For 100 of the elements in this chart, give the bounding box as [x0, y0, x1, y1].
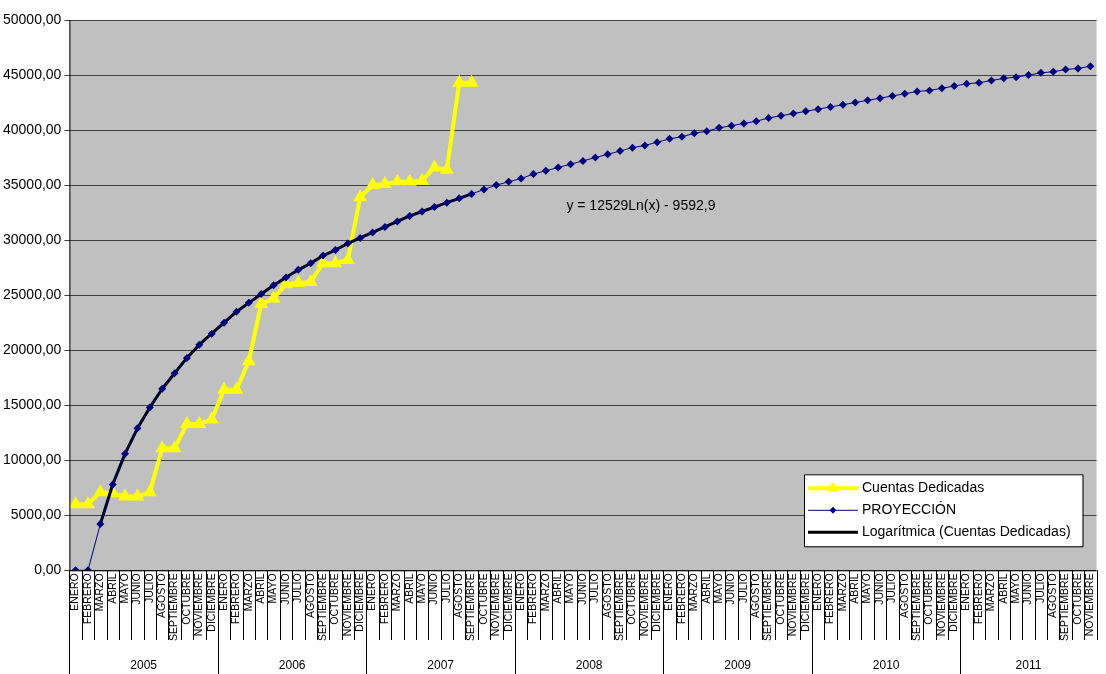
- x-tick-label: AGOSTO: [1046, 573, 1059, 619]
- legend-label: Logarítmica (Cuentas Dedicadas): [862, 523, 1071, 540]
- x-tick-label: FEBRERO: [377, 573, 390, 625]
- x-tick-label: MAYO: [860, 573, 873, 604]
- x-tick-label: NOVIEMBRE: [489, 573, 502, 637]
- x-tick-label: MAYO: [563, 573, 576, 604]
- x-tick-label: ENERO: [365, 573, 378, 611]
- x-tick-label: NOVIEMBRE: [1083, 573, 1096, 637]
- x-tick-label: OCTUBRE: [179, 573, 192, 625]
- x-tick-label: JULIO: [291, 573, 304, 604]
- x-tick-label: ENERO: [959, 573, 972, 611]
- x-tick-label: MARZO: [241, 573, 254, 612]
- x-tick-label: JULIO: [736, 573, 749, 604]
- y-tick-label: 40000,00: [2, 120, 62, 137]
- y-tick-label: 25000,00: [2, 286, 62, 303]
- y-tick-label: 5000,00: [10, 506, 62, 523]
- x-tick-label: ABRIL: [105, 573, 118, 604]
- x-tick-label: MAYO: [266, 573, 279, 604]
- text: 2008: [575, 658, 603, 672]
- x-tick-label: ABRIL: [848, 573, 861, 604]
- x-tick-label: MARZO: [93, 573, 106, 612]
- y-tick-label: 30000,00: [2, 230, 62, 247]
- x-tick-label: ABRIL: [402, 573, 415, 604]
- x-tick-label: MAYO: [414, 573, 427, 604]
- text: 2006: [278, 658, 306, 672]
- x-tick-label: MAYO: [1008, 573, 1021, 604]
- y-tick-label: 15000,00: [2, 396, 62, 413]
- x-tick-label: JULIO: [885, 573, 898, 604]
- x-tick-label: FEBRERO: [80, 573, 93, 625]
- x-tick-label: JUNIO: [278, 573, 291, 605]
- y-tick-label: 50000,00: [2, 10, 62, 27]
- text: 2007: [427, 658, 455, 672]
- x-tick-label: DICIEMBRE: [650, 573, 663, 632]
- y-tick-label: 10000,00: [2, 451, 62, 468]
- x-tick-label: NOVIEMBRE: [192, 573, 205, 637]
- x-tick-label: OCTUBRE: [625, 573, 638, 625]
- x-tick-label: SEPTIEMBRE: [1058, 573, 1071, 642]
- x-tick-label: SEPTIEMBRE: [315, 573, 328, 642]
- x-tick-label: AGOSTO: [897, 573, 910, 619]
- y-tick-label: 45000,00: [2, 65, 62, 82]
- x-tick-label: NOVIEMBRE: [637, 573, 650, 637]
- text: 2011: [1015, 658, 1042, 672]
- x-tick-label: SEPTIEMBRE: [909, 573, 922, 642]
- x-tick-label: ENERO: [513, 573, 526, 611]
- x-tick-label: FEBRERO: [971, 573, 984, 625]
- x-tick-label: MAYO: [117, 573, 130, 604]
- x-tick-label: SEPTIEMBRE: [761, 573, 774, 642]
- y-tick-label: 20000,00: [2, 341, 62, 358]
- x-tick-label: AGOSTO: [303, 573, 316, 619]
- x-tick-label: JULIO: [142, 573, 155, 604]
- legend-label: Cuentas Dedicadas: [862, 479, 985, 496]
- x-tick-label: JULIO: [588, 573, 601, 604]
- legend-label: PROYECCIÓN: [862, 501, 957, 518]
- x-tick-label: AGOSTO: [600, 573, 613, 619]
- text: 2010: [872, 658, 900, 672]
- text: 2005: [130, 658, 158, 672]
- x-tick-label: ENERO: [68, 573, 81, 611]
- x-tick-label: DICIEMBRE: [947, 573, 960, 632]
- x-tick-label: DICIEMBRE: [798, 573, 811, 632]
- x-tick-label: NOVIEMBRE: [340, 573, 353, 637]
- x-tick-label: OCTUBRE: [328, 573, 341, 625]
- x-tick-label: JULIO: [439, 573, 452, 604]
- x-tick-label: JUNIO: [130, 573, 143, 605]
- x-tick-label: JULIO: [1033, 573, 1046, 604]
- x-tick-label: JUNIO: [1021, 573, 1034, 605]
- x-tick-label: MARZO: [984, 573, 997, 612]
- x-tick-label: OCTUBRE: [1070, 573, 1083, 625]
- x-tick-label: ABRIL: [996, 573, 1009, 604]
- x-tick-label: DICIEMBRE: [204, 573, 217, 632]
- x-tick-label: AGOSTO: [155, 573, 168, 619]
- x-tick-label: ENERO: [662, 573, 675, 611]
- x-tick-label: FEBRERO: [229, 573, 242, 625]
- x-tick-label: OCTUBRE: [476, 573, 489, 625]
- x-tick-label: ABRIL: [254, 573, 267, 604]
- x-tick-label: ABRIL: [551, 573, 564, 604]
- x-tick-label: JUNIO: [724, 573, 737, 605]
- x-tick-label: DICIEMBRE: [353, 573, 366, 632]
- x-tick-label: JUNIO: [427, 573, 440, 605]
- x-tick-label: SEPTIEMBRE: [612, 573, 625, 642]
- x-tick-label: MARZO: [538, 573, 551, 612]
- x-tick-label: NOVIEMBRE: [786, 573, 799, 637]
- x-tick-label: OCTUBRE: [773, 573, 786, 625]
- x-tick-label: MARZO: [390, 573, 403, 612]
- x-tick-label: ENERO: [810, 573, 823, 611]
- x-tick-label: OCTUBRE: [922, 573, 935, 625]
- x-tick-label: SEPTIEMBRE: [167, 573, 180, 642]
- x-tick-label: ABRIL: [699, 573, 712, 604]
- x-tick-label: MARZO: [687, 573, 700, 612]
- y-tick-label: 0,00: [34, 561, 62, 578]
- annotation: y = 12529Ln(x) - 9592,9: [566, 196, 716, 213]
- x-tick-label: SEPTIEMBRE: [464, 573, 477, 642]
- y-tick-label: 35000,00: [2, 175, 62, 192]
- x-tick-label: ENERO: [216, 573, 229, 611]
- x-tick-label: JUNIO: [575, 573, 588, 605]
- x-tick-label: FEBRERO: [526, 573, 539, 625]
- x-tick-label: DICIEMBRE: [501, 573, 514, 632]
- x-tick-label: JUNIO: [872, 573, 885, 605]
- x-tick-label: AGOSTO: [749, 573, 762, 619]
- x-tick-label: NOVIEMBRE: [934, 573, 947, 637]
- x-tick-label: MAYO: [711, 573, 724, 604]
